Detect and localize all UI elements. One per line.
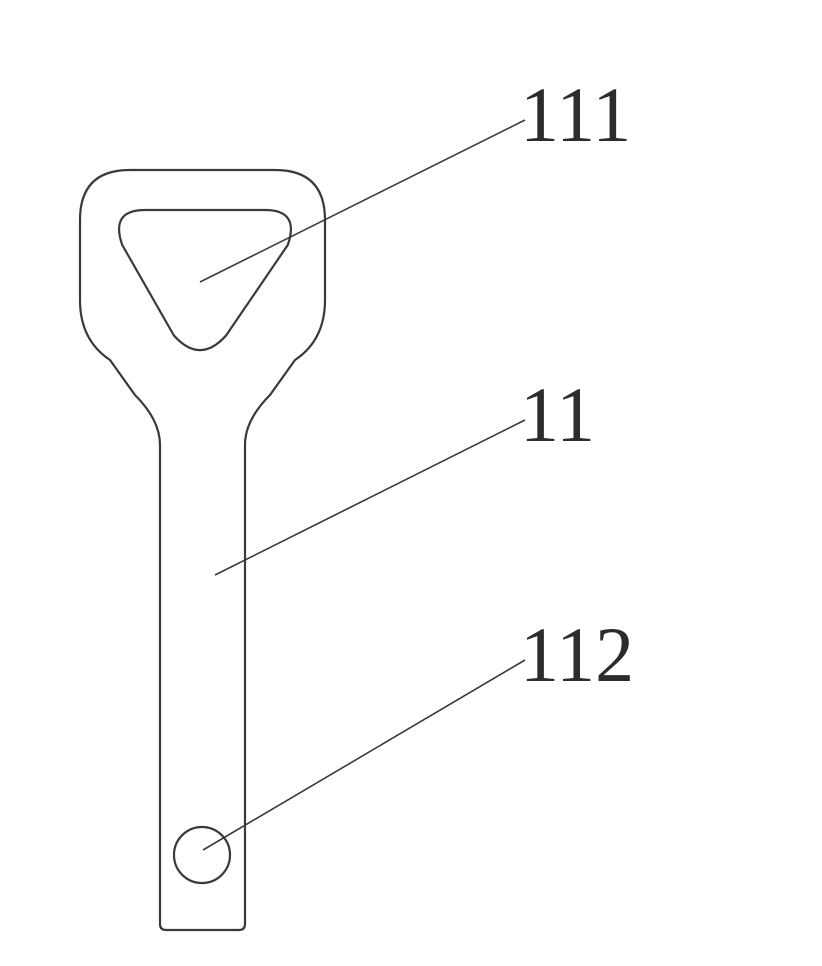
callout-label-112: 112	[520, 610, 634, 700]
callout-label-11: 11	[520, 370, 595, 460]
shaft-hole	[174, 827, 230, 883]
leader-line	[200, 120, 525, 282]
callout-label-111: 111	[520, 70, 631, 160]
leader-line	[203, 660, 525, 850]
part-outline	[80, 170, 325, 930]
technical-diagram	[0, 0, 822, 966]
leader-line	[215, 420, 525, 575]
